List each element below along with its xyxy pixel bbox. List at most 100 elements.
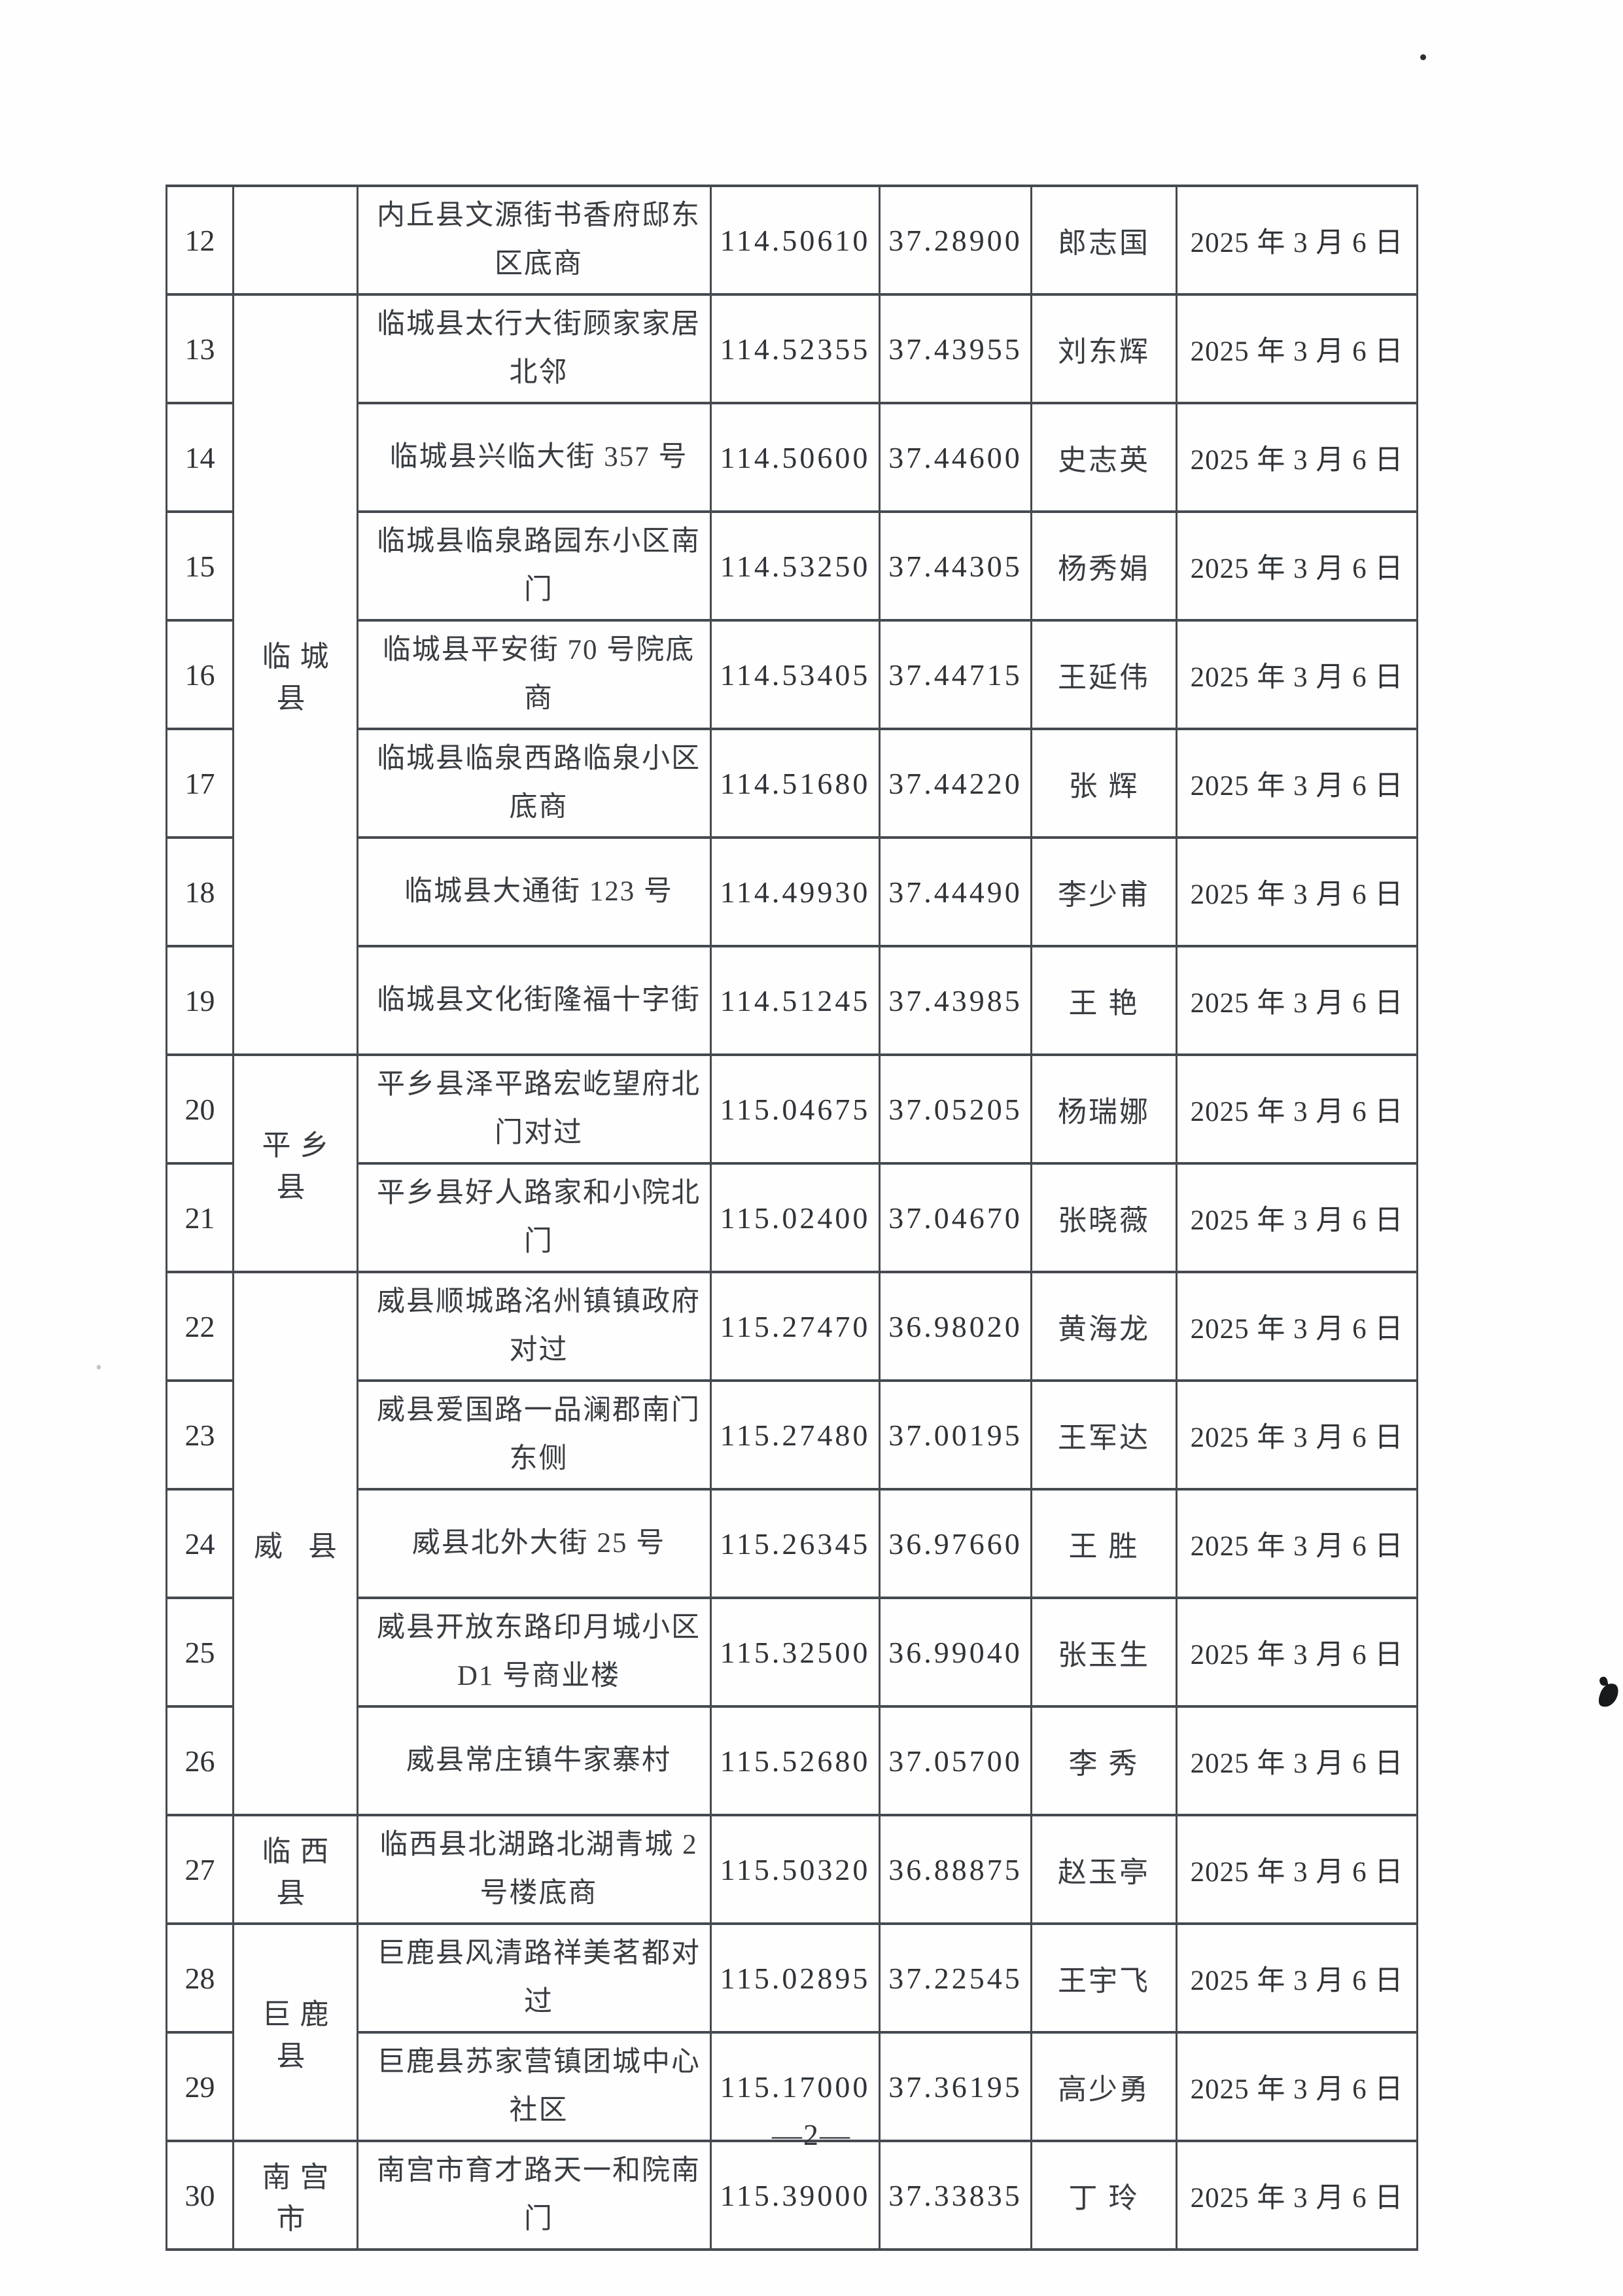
- seq-cell: 29: [166, 2031, 234, 2142]
- latitude-cell: 36.88875: [879, 1814, 1032, 1925]
- table-row: 22 威 县威县顺城路洺州镇镇政府 对过 115.27470 36.98020 黄海龙 2…: [166, 1271, 1418, 1816]
- seq-cell: 30: [166, 2140, 234, 2251]
- contact-name-cell: 高少勇: [1030, 2031, 1178, 2142]
- contact-name-cell: 王 艳: [1030, 945, 1178, 1056]
- county-cell: 巨鹿县: [232, 1922, 358, 2142]
- scan-ink-blot-right-edge: [1596, 1680, 1621, 1710]
- address-cell: 平乡县泽平路宏屹望府北 门对过: [357, 1053, 712, 1165]
- contact-name-cell: 张 辉: [1030, 728, 1178, 839]
- address-cell: 临城县文化街隆福十字街: [357, 945, 712, 1056]
- contact-name-cell: 张晓薇: [1030, 1162, 1178, 1273]
- seq-cell: 14: [166, 402, 234, 513]
- table-row: 28 巨鹿县 巨鹿县风清路祥美茗都对 过 115.02895 37.22545 王宇飞 20…: [166, 1922, 1418, 2142]
- table-row: 17 临城县临泉西路临泉小区 底商 114.51680 37.44220 张 辉 2025…: [166, 728, 1418, 839]
- longitude-cell: 115.50320: [710, 1814, 881, 1925]
- contact-name-cell: 丁 玲: [1030, 2140, 1178, 2251]
- latitude-cell: 37.44600: [879, 402, 1032, 513]
- latitude-cell: 37.44490: [879, 836, 1032, 947]
- latitude-cell: 37.22545: [879, 1922, 1032, 2034]
- longitude-cell: 115.27480: [710, 1379, 881, 1491]
- date-cell: 2025 年 3 月 6 日: [1176, 2031, 1418, 2142]
- seq-cell: 15: [166, 510, 234, 622]
- longitude-cell: 115.26345: [710, 1488, 881, 1599]
- date-cell: 2025 年 3 月 6 日: [1176, 185, 1418, 296]
- longitude-cell: 115.04675: [710, 1053, 881, 1165]
- date-cell: 2025 年 3 月 6 日: [1176, 1597, 1418, 1708]
- date-cell: 2025 年 3 月 6 日: [1176, 945, 1418, 1056]
- table-row: 20 平乡县 平乡县泽平路宏屹望府北 门对过 115.04675 37.05205 杨瑞娜…: [166, 1053, 1418, 1273]
- address-cell: 临城县平安街 70 号院底 商: [357, 619, 712, 730]
- contact-name-cell: 黄海龙: [1030, 1271, 1178, 1382]
- date-cell: 2025 年 3 月 6 日: [1176, 402, 1418, 513]
- address-cell: 南宫市育才路天一和院南 门: [357, 2140, 712, 2251]
- latitude-cell: 37.04670: [879, 1162, 1032, 1273]
- latitude-cell: 37.05205: [879, 1053, 1032, 1165]
- latitude-cell: 37.36195: [879, 2031, 1032, 2142]
- address-cell: 临城县兴临大街 357 号: [357, 402, 712, 513]
- longitude-cell: 115.32500: [710, 1597, 881, 1708]
- contact-name-cell: 王军达: [1030, 1379, 1178, 1491]
- contact-name-cell: 杨秀娟: [1030, 510, 1178, 622]
- latitude-cell: 37.44220: [879, 728, 1032, 839]
- seq-cell: 24: [166, 1488, 234, 1599]
- table-row: 24 威县北外大街 25 号 115.26345 36.97660 王 胜 2025 年 …: [166, 1488, 1418, 1599]
- date-cell: 2025 年 3 月 6 日: [1176, 293, 1418, 404]
- longitude-cell: 114.49930: [710, 836, 881, 947]
- table-row: 19 临城县文化街隆福十字街 114.51245 37.43985 王 艳 2025 年 …: [166, 945, 1418, 1056]
- date-cell: 2025 年 3 月 6 日: [1176, 836, 1418, 947]
- date-cell: 2025 年 3 月 6 日: [1176, 1379, 1418, 1491]
- latitude-cell: 36.99040: [879, 1597, 1032, 1708]
- address-cell: 临城县大通街 123 号: [357, 836, 712, 947]
- address-cell: 临城县临泉路园东小区南 门: [357, 510, 712, 622]
- table-row: 27 临西县 临西县北湖路北湖青城 2 号楼底商 115.50320 36.88875 赵…: [166, 1814, 1418, 1925]
- county-cell: 威 县: [232, 1271, 358, 1816]
- date-cell: 2025 年 3 月 6 日: [1176, 1488, 1418, 1599]
- address-cell: 临城县太行大街顾家家居 北邻: [357, 293, 712, 404]
- address-cell: 临城县临泉西路临泉小区 底商: [357, 728, 712, 839]
- seq-cell: 19: [166, 945, 234, 1056]
- contact-name-cell: 杨瑞娜: [1030, 1053, 1178, 1165]
- seq-cell: 20: [166, 1053, 234, 1165]
- longitude-cell: 114.51245: [710, 945, 881, 1056]
- table-row: 21 平乡县好人路家和小院北 门 115.02400 37.04670 张晓薇 2025 …: [166, 1162, 1418, 1273]
- table-row: 30 南宫市 南宫市育才路天一和院南 门 115.39000 37.33835 丁 玲 20…: [166, 2140, 1418, 2251]
- address-cell: 临西县北湖路北湖青城 2 号楼底商: [357, 1814, 712, 1925]
- longitude-cell: 115.52680: [710, 1705, 881, 1816]
- county-cell: 南宫市: [232, 2140, 358, 2251]
- seq-cell: 21: [166, 1162, 234, 1273]
- latitude-cell: 36.97660: [879, 1488, 1032, 1599]
- latitude-cell: 37.33835: [879, 2140, 1032, 2251]
- contact-name-cell: 李少甫: [1030, 836, 1178, 947]
- seq-cell: 22: [166, 1271, 234, 1382]
- address-cell: 平乡县好人路家和小院北 门: [357, 1162, 712, 1273]
- date-cell: 2025 年 3 月 6 日: [1176, 1162, 1418, 1273]
- longitude-cell: 114.51680: [710, 728, 881, 839]
- table-row: 29 巨鹿县苏家营镇团城中心 社区 115.17000 37.36195 高少勇 2025…: [166, 2031, 1418, 2142]
- contact-name-cell: 郎志国: [1030, 185, 1178, 296]
- seq-cell: 13: [166, 293, 234, 404]
- contact-name-cell: 史志英: [1030, 402, 1178, 513]
- longitude-cell: 114.53250: [710, 510, 881, 622]
- location-table: 12 内丘县文源街书香府邸东 区底商 114.50610 37.28900 郎志国 202…: [166, 185, 1418, 2251]
- address-cell: 内丘县文源街书香府邸东 区底商: [357, 185, 712, 296]
- table-row: 16 临城县平安街 70 号院底 商 114.53405 37.44715 王延伟 202…: [166, 619, 1418, 730]
- date-cell: 2025 年 3 月 6 日: [1176, 1705, 1418, 1816]
- table-row: 13 临城县 临城县太行大街顾家家居 北邻 114.52355 37.43955 刘东辉 2…: [166, 293, 1418, 1056]
- county-cell: 临城县: [232, 293, 358, 1056]
- latitude-cell: 36.98020: [879, 1271, 1032, 1382]
- longitude-cell: 115.02400: [710, 1162, 881, 1273]
- seq-cell: 23: [166, 1379, 234, 1491]
- address-cell: 威县常庄镇牛家寨村: [357, 1705, 712, 1816]
- address-cell: 巨鹿县风清路祥美茗都对 过: [357, 1922, 712, 2034]
- contact-name-cell: 王延伟: [1030, 619, 1178, 730]
- latitude-cell: 37.00195: [879, 1379, 1032, 1491]
- latitude-cell: 37.44305: [879, 510, 1032, 622]
- longitude-cell: 115.27470: [710, 1271, 881, 1382]
- seq-cell: 17: [166, 728, 234, 839]
- page-number: —2—: [772, 2118, 851, 2151]
- contact-name-cell: 王 胜: [1030, 1488, 1178, 1599]
- contact-name-cell: 王宇飞: [1030, 1922, 1178, 2034]
- latitude-cell: 37.43955: [879, 293, 1032, 404]
- latitude-cell: 37.44715: [879, 619, 1032, 730]
